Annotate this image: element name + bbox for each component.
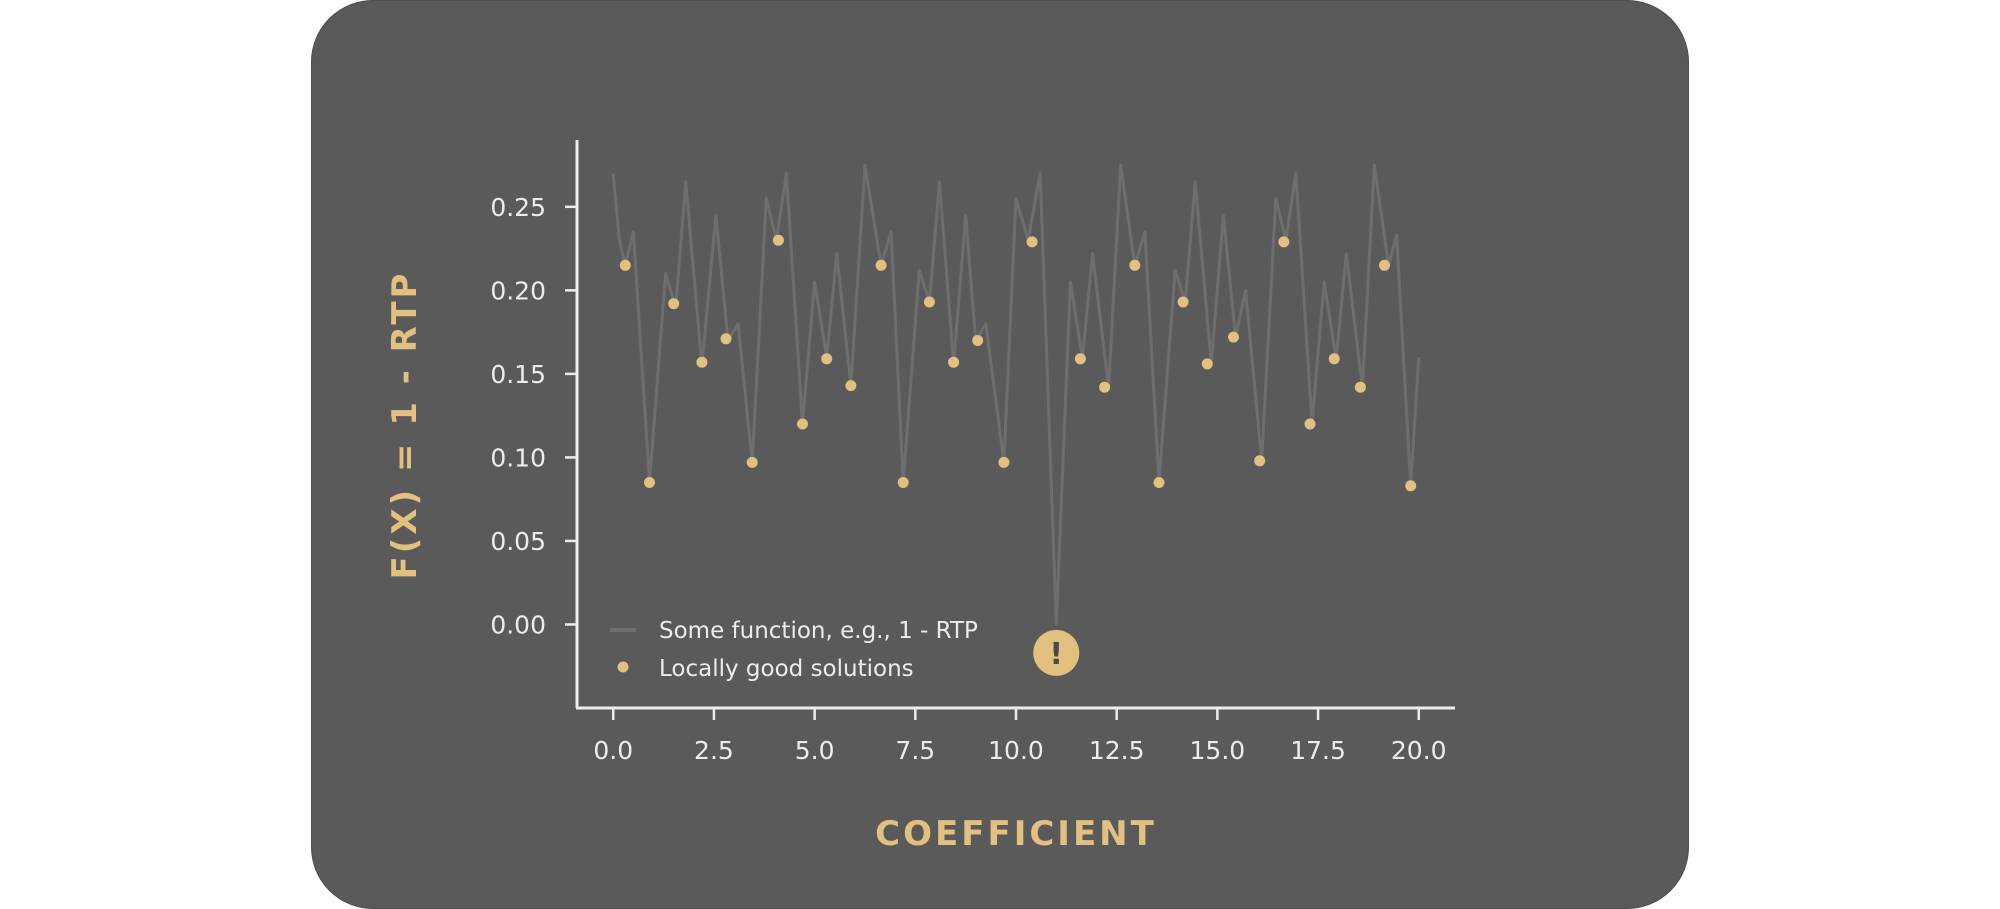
solution-point [897, 477, 909, 488]
solution-point [998, 456, 1010, 468]
solution-point [772, 234, 784, 246]
x-tick-label: 2.5 [694, 736, 734, 765]
series-points [619, 234, 1417, 492]
solution-point [1405, 480, 1417, 492]
y-tick-labels: 0.00 0.05 0.10 0.15 0.20 0.25 [490, 193, 577, 639]
y-tick-label: 0.25 [490, 193, 546, 222]
solution-point [1026, 236, 1038, 248]
solution-point [875, 259, 887, 271]
solution-point [1177, 296, 1189, 308]
solution-point [1278, 236, 1290, 248]
solution-point [821, 353, 833, 365]
solution-point [1201, 358, 1213, 370]
warning-symbol: ! [1049, 637, 1063, 672]
x-tick-label: 0.0 [593, 736, 633, 765]
x-tick-labels: 0.0 2.5 5.0 7.5 10.0 12.5 15.0 17.5 20.0 [593, 708, 1447, 765]
y-tick-label: 0.10 [490, 443, 546, 472]
solution-point [845, 380, 857, 392]
solution-point [644, 477, 655, 488]
plot-area [611, 163, 1421, 626]
solution-point [797, 418, 808, 430]
y-tick-label: 0.20 [490, 276, 546, 305]
solution-point [696, 356, 708, 368]
solution-point [619, 259, 631, 271]
x-tick-label: 15.0 [1190, 736, 1246, 765]
legend: Some function, e.g., 1 - RTP Locally goo… [610, 618, 978, 682]
solution-point [1354, 381, 1366, 393]
solution-point [1228, 331, 1239, 343]
series-line [611, 163, 1421, 626]
solution-point [1328, 353, 1340, 365]
solution-point [1304, 418, 1316, 430]
solution-point [923, 296, 935, 308]
y-axis-title: F(X) = 1 - RTP [385, 271, 425, 580]
solution-point [1153, 477, 1165, 488]
x-tick-label: 7.5 [895, 736, 935, 765]
warning-icon [1033, 629, 1080, 676]
solution-point [746, 456, 758, 468]
legend-label-line: Some function, e.g., 1 - RTP [659, 618, 978, 644]
solution-point [1254, 455, 1266, 467]
solution-point [668, 298, 680, 310]
solution-point [1099, 381, 1111, 393]
x-tick-label: 17.5 [1290, 736, 1346, 765]
y-tick-label: 0.00 [490, 610, 546, 639]
x-tick-label: 20.0 [1391, 736, 1447, 765]
x-tick-label: 5.0 [795, 736, 835, 765]
solution-point [720, 333, 732, 345]
solution-point [1129, 259, 1141, 271]
solution-point [948, 356, 960, 368]
chart-card [311, 0, 1689, 909]
x-tick-label: 12.5 [1089, 736, 1145, 765]
legend-label-points: Locally good solutions [659, 656, 914, 682]
x-axis-title: COEFFICIENT [875, 814, 1157, 854]
y-tick-label: 0.05 [490, 527, 546, 556]
y-tick-label: 0.15 [490, 360, 546, 389]
solution-point [1074, 353, 1086, 365]
x-tick-label: 10.0 [988, 736, 1044, 765]
warning-marker: ! [1033, 629, 1080, 676]
solution-point [972, 335, 984, 346]
solution-point [1379, 259, 1390, 271]
legend-point-swatch [617, 661, 629, 673]
